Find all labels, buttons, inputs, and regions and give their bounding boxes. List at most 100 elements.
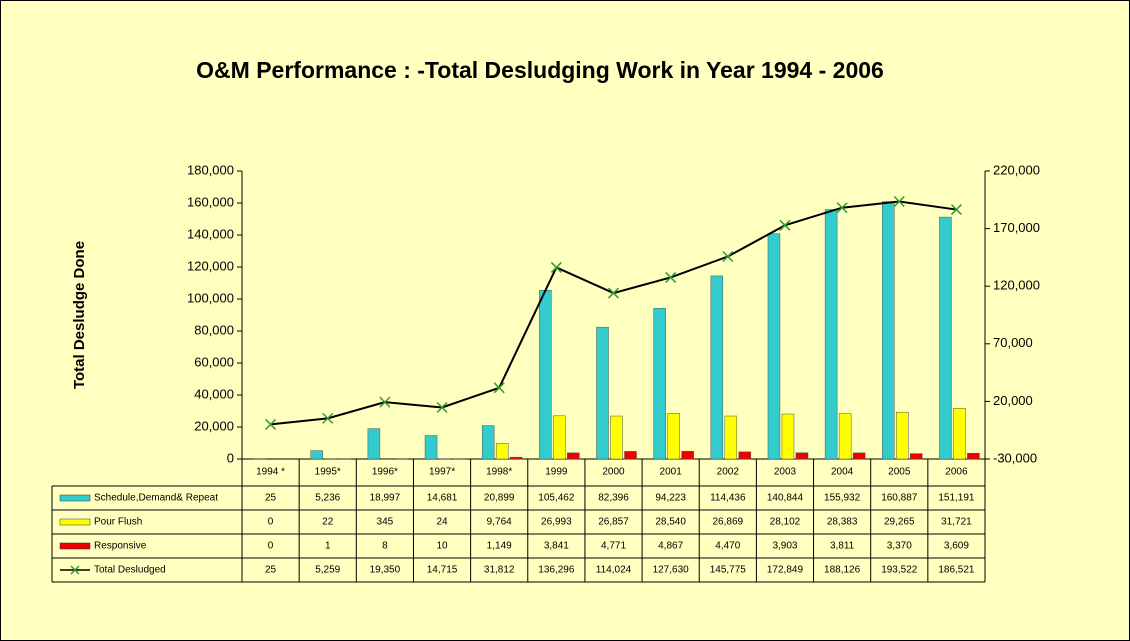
x-tick-label: 2005 [888, 467, 911, 478]
table-cell: 127,630 [653, 565, 690, 576]
table-cell: 0 [268, 517, 274, 528]
table-cell: 188,126 [824, 565, 861, 576]
y2-tick-label: 170,000 [993, 220, 1040, 235]
x-tick-label: 1996* [372, 467, 398, 478]
bar [710, 275, 724, 460]
table-cell: 5,236 [315, 493, 340, 504]
bar [567, 452, 580, 460]
bar [424, 435, 438, 460]
bar [910, 453, 923, 460]
marker [550, 261, 562, 273]
table-cell: 18,997 [370, 493, 401, 504]
table-cell: 114,436 [710, 493, 746, 504]
table-cell: 145,775 [710, 565, 747, 576]
table-cell: 0 [268, 541, 274, 552]
bar [381, 458, 395, 460]
x-tick-label: 1994 * [256, 467, 285, 478]
table-cell: 82,396 [598, 493, 629, 504]
bar [738, 451, 752, 460]
table-cell: 26,869 [713, 517, 744, 528]
y-tick-label: 20,000 [194, 418, 234, 433]
legend-marker [70, 565, 80, 575]
marker [665, 271, 677, 283]
marker [436, 401, 448, 414]
table-cell: 22 [322, 517, 334, 528]
x-tick-label: 2004 [831, 467, 854, 478]
y-tick-label: 60,000 [194, 354, 234, 369]
table-cell: 3,841 [544, 541, 569, 552]
y-axis-label: Total Desludge Done [71, 241, 88, 389]
bar [838, 413, 852, 460]
table-cell: 8 [382, 541, 388, 552]
bar [667, 413, 680, 460]
table-cell: 14,715 [427, 565, 458, 576]
x-tick-label: 2000 [602, 467, 625, 478]
table-cell: 9,764 [487, 517, 512, 528]
table-cell: 20,899 [484, 493, 515, 504]
x-tick-label: 2006 [945, 467, 968, 478]
table-cell: 25 [265, 565, 277, 576]
table-cell: 31,812 [484, 565, 515, 576]
x-tick-label: 1999 [545, 467, 568, 478]
table-cell: 14,681 [427, 493, 458, 504]
table-cell: 25 [265, 493, 277, 504]
table-cell: 10 [436, 541, 448, 552]
x-tick-label: 1997* [429, 467, 455, 478]
bar [852, 452, 866, 460]
bar [610, 415, 623, 460]
table-cell: 28,540 [655, 517, 686, 528]
table-cell: 1 [325, 541, 331, 552]
y2-tick-label: 20,000 [993, 393, 1033, 408]
x-tick-label: 2002 [717, 467, 740, 478]
legend-label: Responsive [94, 541, 147, 552]
bar [553, 415, 566, 460]
table-cell: 26,993 [541, 517, 572, 528]
bar [653, 307, 666, 460]
bar [596, 326, 609, 460]
marker [379, 396, 391, 408]
table-cell: 5,259 [315, 565, 340, 576]
marker [836, 202, 848, 214]
bar [481, 425, 495, 460]
marker [493, 382, 505, 394]
bar [824, 209, 838, 460]
table-cell: 1,149 [487, 541, 512, 552]
table-cell: 3,903 [772, 541, 797, 552]
x-tick-label: 2003 [774, 467, 797, 478]
bar [509, 456, 523, 460]
table-cell: 4,470 [715, 541, 740, 552]
table-cell: 136,296 [538, 565, 575, 576]
bar [539, 290, 552, 460]
bar [681, 450, 694, 460]
table-cell: 193,522 [881, 565, 918, 576]
marker [950, 204, 962, 216]
y-tick-label: 120,000 [187, 258, 234, 273]
marker [722, 250, 734, 263]
x-tick-label: 1995* [315, 467, 341, 478]
marker [322, 412, 334, 424]
table-cell: 4,771 [601, 541, 626, 552]
table-cell: 105,462 [538, 493, 575, 504]
y2-tick-label: 70,000 [993, 335, 1033, 350]
y2-tick-label: -30,000 [993, 450, 1037, 465]
legend-swatch [59, 518, 91, 526]
table-cell: 140,844 [767, 493, 804, 504]
y-tick-label: 180,000 [187, 162, 234, 177]
y2-tick-label: 120,000 [993, 278, 1040, 293]
table-cell: 186,521 [938, 565, 975, 576]
bar [367, 428, 381, 460]
table-cell: 28,102 [770, 517, 801, 528]
y2-tick-label: 220,000 [993, 162, 1040, 177]
table-cell: 172,849 [767, 565, 804, 576]
table-cell: 151,191 [938, 493, 975, 504]
marker [607, 287, 620, 299]
legend-swatch [59, 494, 91, 502]
table-cell: 114,024 [596, 565, 632, 576]
bar [310, 450, 323, 460]
bar [953, 407, 966, 460]
y-tick-label: 160,000 [187, 194, 234, 209]
bar [967, 452, 980, 460]
bar [624, 451, 637, 460]
table-cell: 3,370 [887, 541, 912, 552]
marker [265, 418, 277, 430]
